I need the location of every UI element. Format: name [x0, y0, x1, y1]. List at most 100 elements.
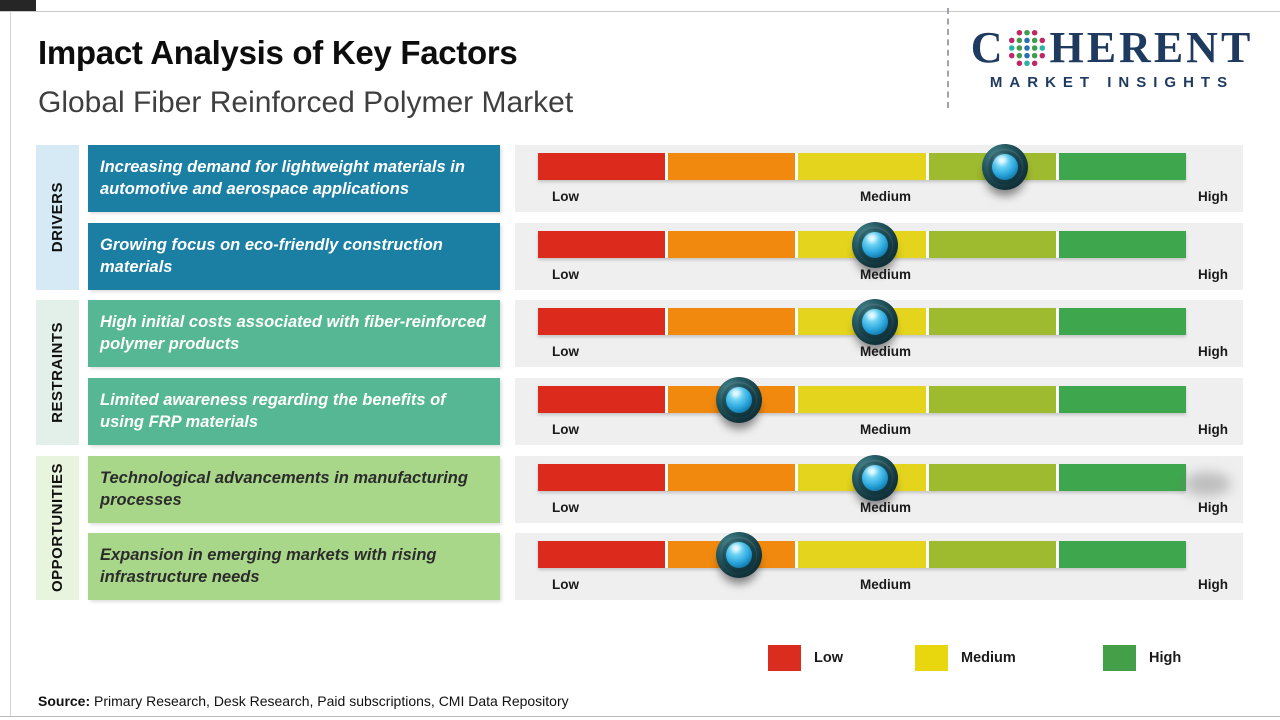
legend-swatch-low: [768, 645, 801, 671]
scale-segment-medium: [798, 153, 926, 180]
frame-bottom-edge: [0, 716, 1280, 717]
marker-ring: [856, 226, 893, 263]
scale-label-low: Low: [552, 344, 579, 359]
scale-label-high: High: [1198, 422, 1228, 437]
impact-bar: [538, 376, 1187, 423]
factor-card: Increasing demand for lightweight materi…: [88, 145, 500, 212]
category-label-text: DRIVERS: [49, 182, 66, 253]
page-title: Impact Analysis of Key Factors: [38, 34, 518, 71]
category-label-text: OPPORTUNITIES: [49, 463, 66, 593]
logo-tagline: MARKET INSIGHTS: [989, 74, 1235, 91]
marker-core: [725, 541, 752, 568]
scale-segment-high: [1058, 541, 1187, 568]
category-label-opportunities: OPPORTUNITIES: [36, 456, 79, 600]
legend-swatch-high: [1103, 645, 1136, 671]
marker-core: [861, 231, 888, 258]
marker-core: [861, 308, 888, 335]
scale-label-medium: Medium: [860, 500, 912, 515]
scale-segment-medium-high: [928, 386, 1056, 413]
scale-label-high: High: [1198, 189, 1228, 204]
factor-text: Technological advancements in manufactur…: [100, 469, 468, 509]
scale-segment-low-medium: [668, 464, 796, 491]
scale-segment-medium-high: [928, 464, 1056, 491]
impact-scale: Low Medium High: [515, 531, 1243, 600]
brand-logo: C HERENT MARKET INSIGHTS: [962, 26, 1262, 92]
legend-item-medium: Medium: [915, 645, 1016, 671]
scale-segment-medium-high: [928, 231, 1056, 258]
legend-label-low: Low: [814, 650, 843, 666]
source-line: Source: Primary Research, Desk Research,…: [38, 693, 569, 709]
impact-scale: Low Medium High: [515, 454, 1243, 523]
legend-label-high: High: [1149, 650, 1182, 666]
impact-bar: [538, 298, 1187, 345]
logo-letter-c: C: [970, 23, 1006, 72]
logo-wordmark: C HERENT: [962, 26, 1262, 70]
impact-marker: [715, 376, 762, 423]
category-label-drivers: DRIVERS: [36, 145, 79, 290]
logo-globe-icon: [1009, 29, 1046, 67]
scale-segment-low: [538, 464, 666, 491]
scale-segment-medium: [798, 386, 926, 413]
factor-text: Limited awareness regarding the benefits…: [100, 391, 446, 431]
shadow-smudge: [1183, 472, 1231, 496]
scale-label-high: High: [1198, 344, 1228, 359]
impact-bar: [538, 531, 1187, 578]
legend-item-low: Low: [768, 645, 843, 671]
scale-segment-low-medium: [668, 153, 796, 180]
scale-segment-high: [1058, 308, 1187, 335]
impact-scale: Low Medium High: [515, 221, 1243, 290]
frame-corner: [0, 0, 36, 12]
scale-segment-high: [1058, 464, 1187, 491]
scale-segment-high: [1058, 231, 1187, 258]
source-label: Source:: [38, 693, 91, 709]
scale-segment-low: [538, 231, 666, 258]
page-subtitle: Global Fiber Reinforced Polymer Market: [38, 86, 574, 119]
scale-segment-medium-high: [928, 541, 1056, 568]
factor-card: Expansion in emerging markets with risin…: [88, 533, 500, 600]
scale-label-medium: Medium: [860, 267, 912, 282]
header-dashed-divider: [947, 8, 949, 108]
scale-segment-medium-high: [928, 308, 1056, 335]
legend-item-high: High: [1103, 645, 1181, 671]
factor-text: Increasing demand for lightweight materi…: [100, 158, 465, 198]
legend-label-medium: Medium: [961, 650, 1016, 666]
factor-card: Limited awareness regarding the benefits…: [88, 378, 500, 445]
legend-swatch-medium: [915, 645, 948, 671]
marker-ring: [986, 148, 1023, 185]
marker-ring: [856, 303, 893, 340]
scale-segment-high: [1058, 386, 1187, 413]
scale-segment-low: [538, 386, 666, 413]
impact-marker: [981, 143, 1028, 190]
scale-segment-low: [538, 153, 666, 180]
scale-label-high: High: [1198, 500, 1228, 515]
impact-marker: [851, 298, 898, 345]
factor-card: Growing focus on eco-friendly constructi…: [88, 223, 500, 290]
marker-core: [991, 153, 1018, 180]
frame-top-edge: [0, 11, 1280, 12]
scale-segment-low-medium: [668, 231, 796, 258]
scale-label-medium: Medium: [860, 344, 912, 359]
scale-segment-low-medium: [668, 308, 796, 335]
marker-ring: [720, 381, 757, 418]
source-text: Primary Research, Desk Research, Paid su…: [90, 693, 569, 709]
scale-label-low: Low: [552, 267, 579, 282]
frame-left-edge: [10, 12, 11, 716]
factor-text: Growing focus on eco-friendly constructi…: [100, 236, 443, 276]
impact-marker: [715, 531, 762, 578]
scale-label-low: Low: [552, 577, 579, 592]
category-label-text: RESTRAINTS: [49, 322, 66, 423]
scale-label-medium: Medium: [860, 189, 912, 204]
scale-label-medium: Medium: [860, 577, 912, 592]
scale-label-low: Low: [552, 500, 579, 515]
impact-marker: [851, 454, 898, 501]
impact-scale: Low Medium High: [515, 143, 1243, 212]
impact-scale: Low Medium High: [515, 298, 1243, 367]
scale-label-low: Low: [552, 189, 579, 204]
marker-ring: [720, 536, 757, 573]
factor-card: Technological advancements in manufactur…: [88, 456, 500, 523]
marker-core: [725, 386, 752, 413]
scale-label-low: Low: [552, 422, 579, 437]
impact-scale: Low Medium High: [515, 376, 1243, 445]
scale-label-high: High: [1198, 577, 1228, 592]
marker-ring: [856, 459, 893, 496]
